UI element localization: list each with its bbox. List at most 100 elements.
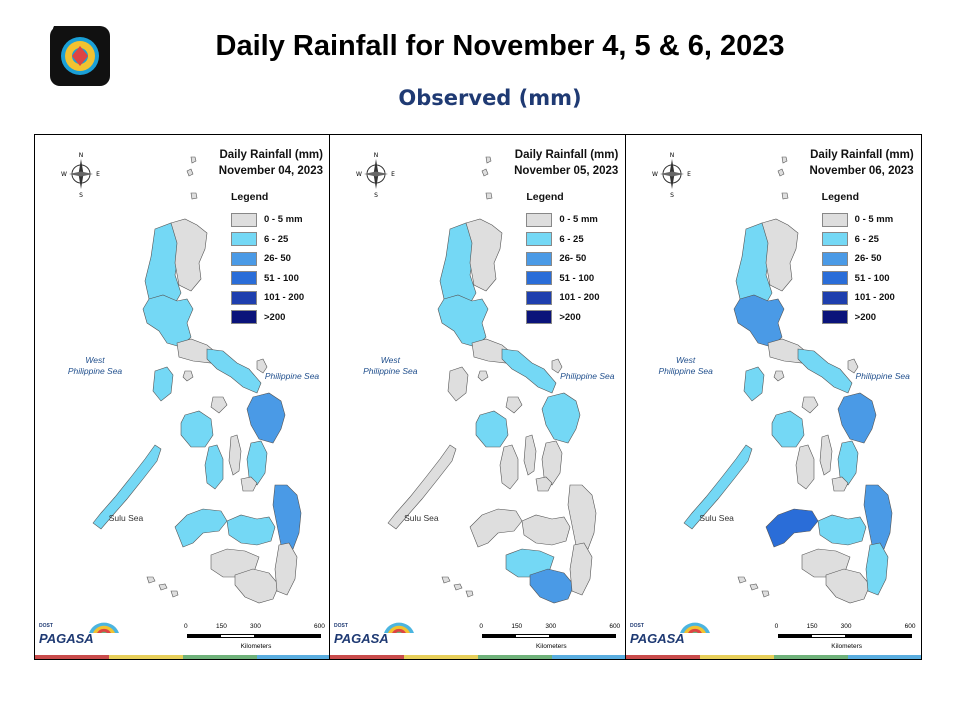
legend-label: 26- 50	[264, 253, 291, 265]
scale-tick-label: 300	[840, 623, 852, 630]
region-sulu	[146, 576, 179, 598]
region-northern-luzon-east	[170, 218, 208, 292]
region-northern-mindanao	[817, 514, 866, 546]
panel-title: Daily Rainfall (mm) November 05, 2023	[480, 147, 618, 179]
scale-bar-graphic	[777, 634, 912, 638]
panel-date: November 06, 2023	[809, 165, 914, 177]
legend-swatch	[821, 310, 848, 325]
region-zamboanga	[174, 508, 228, 548]
scale-tick-label: 300	[545, 623, 557, 630]
region-central-mindanao	[801, 548, 851, 578]
scale-tick-label: 600	[609, 623, 621, 630]
legend-swatch	[821, 212, 848, 227]
legend-label: 26- 50	[559, 253, 587, 265]
footer-strip-segment	[404, 655, 479, 659]
legend-swatch	[526, 271, 553, 286]
footer-strip-segment	[183, 655, 257, 659]
region-masbate	[801, 396, 819, 414]
scale-tick-label: 0	[184, 623, 188, 630]
philippines-rainfall-map	[387, 156, 597, 604]
region-davao-east	[865, 542, 888, 596]
legend-item: 101 - 200	[821, 288, 921, 308]
svg-text:E: E	[96, 171, 100, 178]
region-samar	[246, 392, 286, 444]
legend-label: >200	[264, 311, 286, 323]
legend-label: 101 - 200	[854, 292, 895, 304]
legend-item: 51 - 100	[231, 269, 329, 289]
map-panel-nov-05: N S E W Daily Rainfall (mm) November 05,…	[330, 135, 626, 659]
footer-color-strip	[330, 655, 625, 659]
region-south-central-mindanao	[234, 568, 280, 604]
svg-text:DOST: DOST	[39, 623, 53, 629]
region-marinduque	[477, 370, 489, 382]
legend-item: >200	[821, 308, 921, 328]
legend-item: 101 - 200	[231, 288, 329, 308]
scale-unit: Kilometers	[240, 643, 272, 650]
svg-text:E: E	[391, 171, 395, 178]
region-bicol	[502, 348, 557, 394]
region-bicol	[797, 348, 853, 394]
region-negros	[500, 444, 519, 490]
region-central-luzon	[733, 294, 784, 348]
legend-title: Legend	[821, 191, 859, 203]
region-batanes	[481, 156, 493, 200]
region-mindoro	[448, 366, 469, 402]
compass-rose-icon: N S E W	[652, 152, 691, 199]
svg-text:PAGASA: PAGASA	[334, 631, 389, 646]
footer-strip-segment	[699, 655, 774, 659]
legend-swatch	[526, 251, 553, 266]
legend-swatch	[231, 212, 257, 227]
land-regions	[387, 156, 597, 604]
legend-label: 6 - 25	[559, 233, 584, 245]
legend-swatch	[821, 232, 848, 247]
region-catanduanes	[256, 358, 268, 374]
region-masbate	[505, 396, 523, 414]
compass-rose-icon: N S E W	[356, 152, 395, 199]
region-zamboanga	[765, 508, 819, 548]
svg-text:DOST: DOST	[630, 623, 644, 629]
legend-swatch	[821, 271, 848, 286]
footer-strip-segment	[773, 655, 848, 659]
legend-item: >200	[231, 308, 329, 328]
legend-swatch	[231, 290, 257, 305]
region-marinduque	[773, 370, 785, 382]
legend-item: 101 - 200	[526, 288, 624, 308]
region-northern-luzon-east	[465, 218, 503, 292]
footer-strip-segment	[847, 655, 921, 659]
svg-text:N: N	[79, 152, 84, 159]
legend-label: 26- 50	[854, 253, 882, 265]
slide-subtitle: Observed (mm)	[398, 86, 582, 110]
region-samar	[542, 392, 581, 444]
pagasa-logo: DOST PAGASA	[630, 622, 710, 646]
philippine-sea-label: Philippine Sea	[855, 371, 910, 381]
land-regions	[683, 156, 892, 604]
legend-label: 6 - 25	[264, 233, 289, 245]
svg-text:E: E	[687, 171, 691, 178]
svg-text:PAGASA: PAGASA	[630, 631, 685, 646]
legend-label: 51 - 100	[559, 272, 595, 284]
region-bohol	[831, 476, 849, 492]
region-northern-luzon-east	[761, 218, 798, 292]
legend-title: Legend	[231, 191, 269, 203]
region-palawan	[387, 444, 457, 530]
legend-item: 26- 50	[231, 249, 329, 269]
region-bicol	[206, 348, 262, 394]
map-panels: N S E W Daily Rainfall (mm) November 04,…	[34, 134, 922, 660]
legend-swatch	[526, 290, 553, 305]
legend-swatch	[231, 251, 257, 266]
region-davao-east	[570, 542, 593, 596]
region-caraga	[863, 484, 892, 550]
region-samar	[837, 392, 876, 444]
region-mindoro	[743, 366, 764, 402]
region-caraga	[568, 484, 597, 550]
legend-swatch	[526, 212, 553, 227]
land-regions	[92, 156, 302, 604]
region-south-central-mindanao	[530, 568, 575, 604]
legend-title: Legend	[526, 191, 564, 203]
region-central-luzon	[142, 294, 194, 348]
legend-swatch	[821, 251, 848, 266]
region-cebu	[524, 434, 537, 476]
region-batanes	[777, 156, 789, 200]
legend-item: 26- 50	[821, 249, 921, 269]
legend-swatch	[231, 271, 257, 286]
